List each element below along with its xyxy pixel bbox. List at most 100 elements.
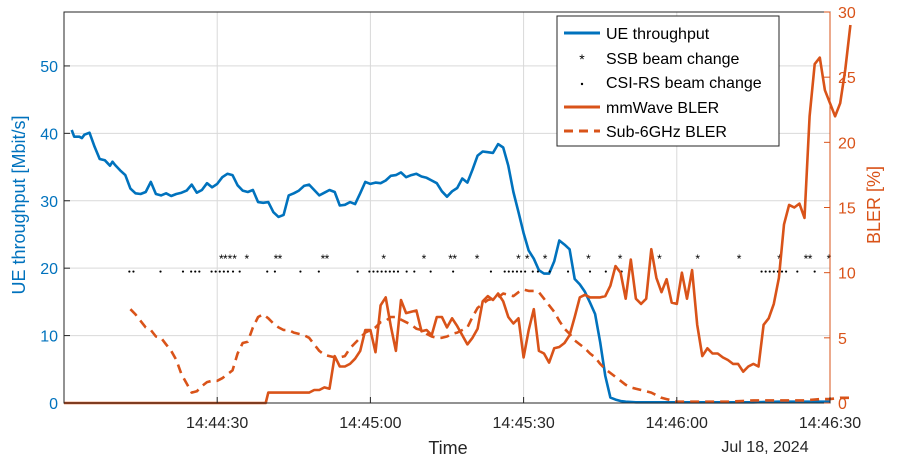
legend-swatch-ssb: * — [579, 51, 585, 67]
csirs-marker — [511, 270, 514, 273]
y-left-tick-label: 10 — [40, 329, 58, 346]
ssb-marker: * — [657, 252, 662, 266]
y-left-tick-label: 20 — [40, 261, 58, 278]
csirs-marker — [356, 270, 359, 273]
legend-swatch-csirs — [580, 82, 584, 86]
csirs-marker — [222, 270, 225, 273]
csirs-marker — [531, 270, 534, 273]
csirs-marker — [218, 270, 221, 273]
ssb-marker: * — [808, 252, 813, 266]
x-tick-label: 14:46:00 — [646, 415, 708, 432]
legend-label-throughput: UE throughput — [606, 26, 710, 43]
ssb-marker: * — [618, 252, 623, 266]
csirs-marker — [489, 270, 493, 273]
ssb-marker: * — [737, 252, 742, 266]
ssb-marker: * — [827, 252, 832, 266]
csirs-marker — [181, 270, 185, 273]
csirs-marker — [159, 270, 162, 273]
y-left-tick-label: 40 — [40, 126, 58, 143]
ssb-marker: * — [232, 252, 237, 266]
y-left-tick-label: 50 — [40, 59, 58, 76]
x-tick-label: 14:45:00 — [339, 415, 401, 432]
csirs-marker — [299, 270, 302, 273]
y-right-tick-label: 5 — [838, 331, 847, 348]
y-right-tick-label: 20 — [838, 135, 856, 152]
csirs-marker — [813, 270, 816, 273]
ssb-marker: * — [543, 252, 548, 266]
ssb-marker: * — [448, 252, 453, 266]
series-4-line — [129, 288, 851, 403]
csirs-marker — [519, 270, 523, 273]
ssb-marker: * — [244, 252, 249, 266]
legend-label-csirs: CSI-RS beam change — [606, 75, 762, 92]
plot-area: * * * * * * * * * * * * * * * * * * * * * * * * * * — [64, 24, 852, 405]
ssb-marker: * — [274, 252, 279, 266]
ssb-marker: * — [278, 252, 283, 266]
csirs-marker — [566, 270, 570, 273]
y-right-tick-label: 15 — [838, 201, 856, 218]
ssb-marker: * — [452, 252, 457, 266]
csirs-marker — [128, 270, 131, 273]
csirs-marker — [515, 270, 519, 273]
series-1-markers: * * * * * * * * * * * * * * * * * * * * * * * * * * — [219, 252, 832, 266]
csirs-marker — [452, 270, 455, 273]
csirs-marker — [380, 270, 383, 273]
csirs-marker — [503, 270, 506, 273]
series-2-markers — [128, 270, 816, 273]
ssb-marker: * — [321, 252, 326, 266]
right-axis-ticks: 0 5 10 15 20 25 30 — [824, 5, 856, 413]
csirs-marker — [372, 270, 375, 273]
csirs-marker — [226, 270, 230, 273]
csirs-marker — [784, 270, 788, 273]
csirs-marker — [231, 270, 235, 273]
ssb-marker: * — [516, 252, 521, 266]
ssb-marker: * — [695, 252, 700, 266]
csirs-marker — [507, 270, 510, 273]
ssb-marker: * — [422, 252, 427, 266]
csirs-marker — [413, 270, 416, 273]
date-label: Jul 18, 2024 — [721, 439, 808, 456]
legend: UE throughput * SSB beam change CSI-RS b… — [556, 15, 780, 147]
csirs-marker — [368, 270, 371, 273]
csirs-marker — [198, 270, 201, 273]
ssb-marker: * — [223, 252, 228, 266]
csirs-marker — [588, 270, 592, 273]
y-right-axis-label: BLER [%] — [864, 166, 884, 244]
csirs-marker — [772, 270, 775, 273]
ssb-marker: * — [381, 252, 386, 266]
ssb-marker: * — [219, 252, 224, 266]
csirs-marker — [317, 270, 320, 273]
x-tick-label: 14:46:30 — [799, 415, 861, 432]
csirs-marker — [764, 270, 767, 273]
x-tick-label: 14:45:30 — [492, 415, 554, 432]
csirs-marker — [210, 270, 213, 273]
csirs-marker — [760, 270, 763, 273]
ssb-marker: * — [804, 252, 809, 266]
y-right-tick-label: 10 — [838, 266, 856, 283]
csirs-marker — [768, 270, 771, 273]
csirs-marker — [194, 270, 197, 273]
ssb-marker: * — [325, 252, 330, 266]
legend-label-mmwave: mmWave BLER — [606, 100, 719, 117]
csirs-marker — [536, 270, 539, 273]
csirs-marker — [214, 270, 217, 273]
y-left-tick-label: 0 — [49, 396, 58, 413]
legend-box — [556, 15, 780, 147]
csirs-marker — [524, 270, 527, 273]
csirs-marker — [190, 270, 193, 273]
csirs-marker — [266, 270, 269, 273]
csirs-marker — [376, 270, 379, 273]
csirs-marker — [548, 270, 551, 273]
ssb-marker: * — [475, 252, 480, 266]
y-right-tick-label: 30 — [838, 5, 856, 22]
x-axis-ticks: 14:44:30 14:45:00 14:45:30 14:46:00 14:46:30 — [186, 397, 861, 432]
ssb-marker: * — [525, 252, 530, 266]
csirs-marker — [238, 270, 241, 273]
csirs-marker — [796, 270, 799, 273]
y-right-tick-label: 25 — [838, 70, 856, 87]
csirs-marker — [780, 270, 784, 273]
ssb-marker: * — [228, 252, 233, 266]
csirs-marker — [604, 270, 607, 273]
y-left-tick-label: 30 — [40, 194, 58, 211]
legend-label-sub6: Sub-6GHz BLER — [606, 124, 727, 141]
